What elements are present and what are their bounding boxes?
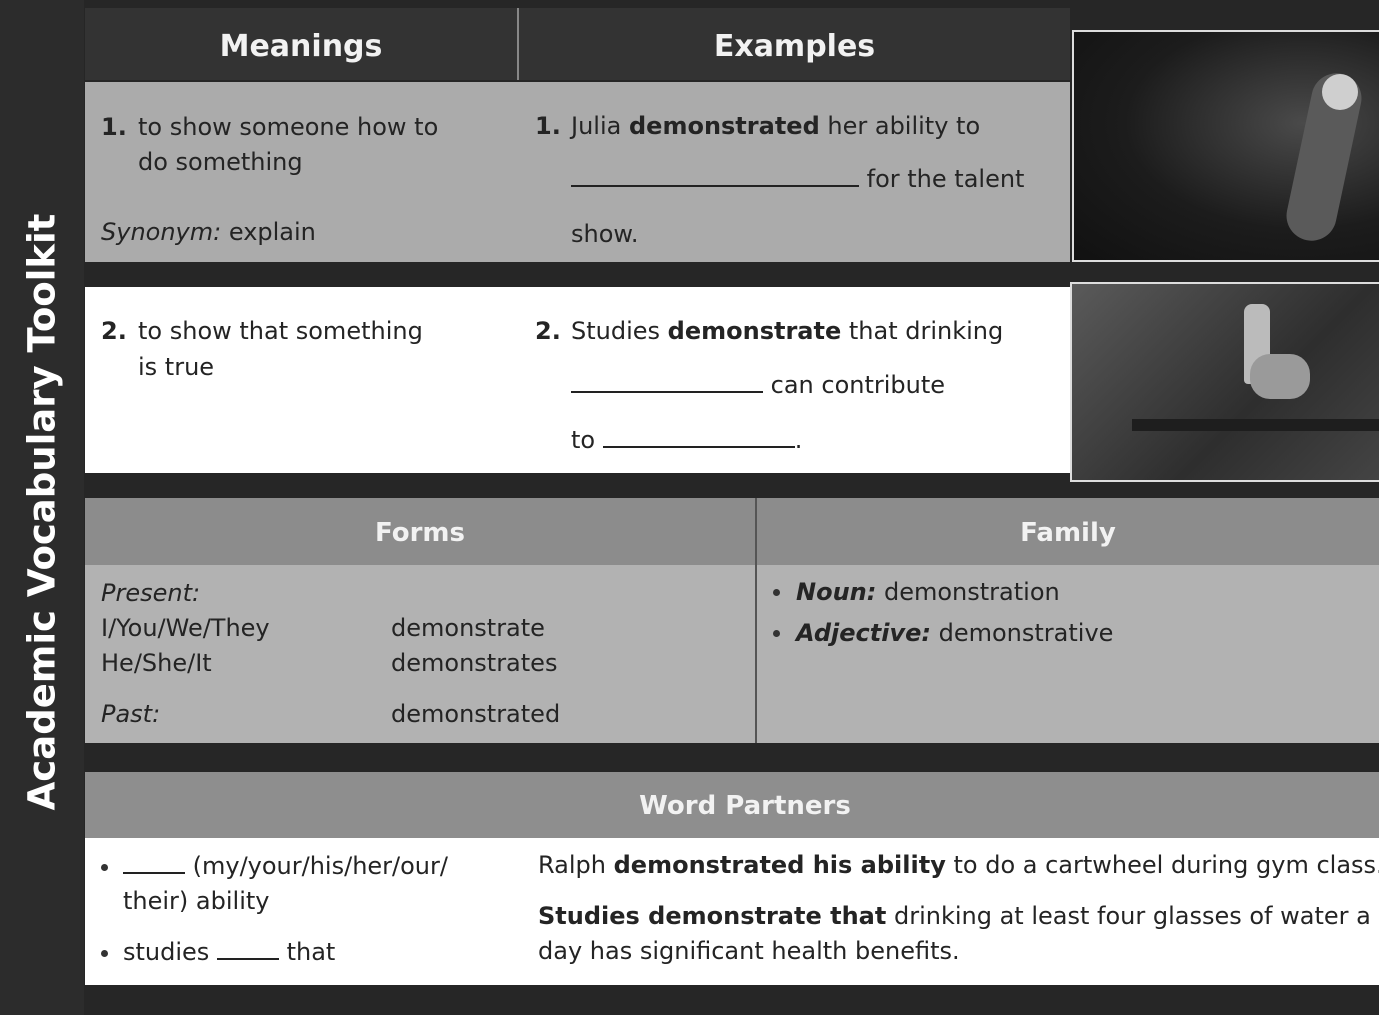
synonym-word: explain: [228, 218, 316, 246]
family-word: demonstration: [883, 578, 1060, 606]
example-keyword: demonstrated: [628, 112, 820, 140]
sidebar-title: Academic Vocabulary Toolkit: [20, 213, 64, 811]
partner-item: (my/your/his/her/our/: [123, 849, 448, 883]
family-item: Adjective: demonstrative: [796, 616, 1113, 650]
partner-sentence: Ralph demonstrated his ability to do a c…: [538, 848, 1379, 882]
example-part: show.: [571, 220, 639, 248]
row-1: [85, 82, 1070, 262]
bullet: [773, 589, 780, 596]
example-part: Julia: [571, 112, 622, 140]
example-part: to: [571, 426, 596, 454]
bullet: [101, 950, 108, 957]
header-divider: [517, 8, 519, 80]
photo-1: [1072, 30, 1379, 262]
example-number: 1.: [535, 112, 561, 140]
meaning-text: is true: [138, 353, 215, 381]
forms-divider: [755, 498, 757, 743]
sentence-part: Ralph: [538, 851, 606, 879]
meaning-text: do something: [138, 148, 303, 176]
header-bar: [85, 8, 1070, 80]
example-part: .: [794, 426, 803, 454]
tense-label: Present:: [101, 579, 201, 607]
forms-header-bar: [85, 498, 1379, 565]
blank: [602, 426, 795, 448]
form-verb: demonstrated: [391, 700, 561, 728]
bullet: [773, 630, 780, 637]
family-word: demonstrative: [938, 619, 1114, 647]
meaning-text: to show that something: [138, 317, 423, 345]
form-verb: demonstrate: [391, 614, 545, 642]
example-part: her ability to: [827, 112, 981, 140]
example-line: Julia demonstrated her ability to: [571, 109, 980, 143]
partner-text: their) ability: [123, 887, 270, 915]
examples-header: Examples: [713, 29, 876, 64]
partner-text: studies: [123, 938, 210, 966]
family-body: [757, 565, 1379, 743]
family-title: Family: [1020, 518, 1116, 548]
example-part: that drinking: [848, 317, 1004, 345]
partner-item: studies that: [123, 935, 335, 969]
bullet: [101, 864, 108, 871]
blank: [216, 938, 279, 960]
forms-body: [85, 565, 755, 743]
example-part: for the talent: [866, 165, 1025, 193]
family-label: Adjective:: [796, 619, 931, 647]
meaning-number: 1.: [101, 113, 127, 141]
synonym: Synonym: explain: [101, 215, 316, 249]
example-keyword: demonstrate: [667, 317, 842, 345]
example-line: Studies demonstrate that drinking: [571, 314, 1003, 348]
row-2: [85, 287, 1070, 473]
sentence-part: to do a cartwheel during gym class.: [953, 851, 1379, 879]
photo-belt: [1132, 419, 1379, 431]
sentence-part: drinking at least four glasses of water …: [893, 902, 1371, 930]
meaning-text: to show someone how to: [138, 113, 439, 141]
partners-title: Word Partners: [639, 791, 851, 821]
partner-sentence: Studies demonstrate that drinking at lea…: [538, 899, 1371, 933]
blank: [571, 165, 859, 187]
sentence-part: day has significant health benefits.: [538, 937, 960, 965]
form-subject: I/You/We/They: [101, 614, 270, 642]
example-part: can contribute: [770, 371, 946, 399]
photo-hand: [1250, 354, 1310, 399]
example-part: Studies: [571, 317, 661, 345]
sentence-keyword: Studies demonstrate that: [538, 902, 887, 930]
partners-header-bar: [85, 772, 1379, 838]
meanings-header: Meanings: [219, 29, 383, 64]
example-line: can contribute: [571, 368, 945, 402]
family-label: Noun:: [796, 578, 877, 606]
synonym-label: Synonym:: [101, 218, 222, 246]
sentence-keyword: demonstrated his ability: [613, 851, 946, 879]
blank: [123, 852, 185, 874]
family-item: Noun: demonstration: [796, 575, 1060, 609]
partner-text: that: [286, 938, 336, 966]
past-label: Past:: [101, 700, 161, 728]
photo-2: [1070, 282, 1379, 482]
form-subject: He/She/It: [101, 649, 212, 677]
blank: [571, 371, 763, 393]
example-line: for the talent: [571, 162, 1024, 196]
form-verb: demonstrates: [391, 649, 558, 677]
sidebar: [0, 0, 84, 1015]
example-line: to .: [571, 423, 802, 457]
photo-figure: [1322, 74, 1358, 110]
forms-title: Forms: [375, 518, 465, 548]
partners-body: [85, 838, 1379, 985]
example-number: 2.: [535, 317, 561, 345]
partner-text: (my/your/his/her/our/: [192, 852, 448, 880]
meaning-number: 2.: [101, 317, 127, 345]
